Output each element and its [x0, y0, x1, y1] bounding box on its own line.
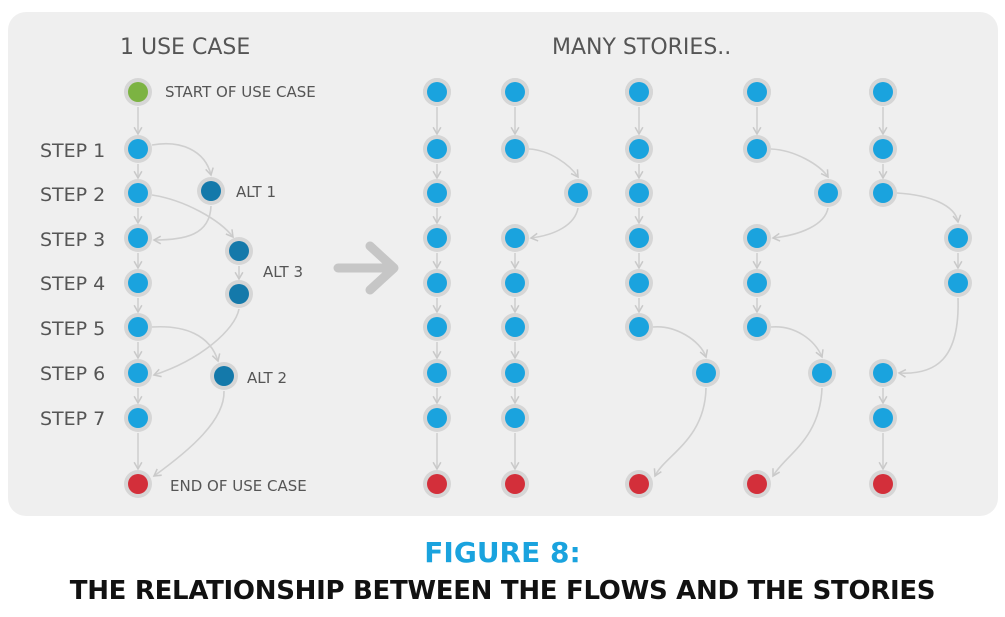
- flow-nodes: [124, 78, 972, 498]
- story-5-step-node: [869, 135, 897, 163]
- story-5-alt-3-second-node: [944, 269, 972, 297]
- step-4-label: STEP 4: [40, 273, 105, 295]
- alt-1-return-connector: [152, 205, 212, 245]
- story-3-step-node: [625, 313, 653, 341]
- alt-3-branch-connector: [151, 194, 234, 239]
- story-4-step-node: [743, 224, 771, 252]
- story-4-return-1-connector: [771, 207, 829, 242]
- left-title: 1 USE CASE: [120, 35, 250, 60]
- story-1-step-node: [423, 135, 451, 163]
- step-1-label: STEP 1: [40, 140, 105, 162]
- step-5-label: STEP 5: [40, 318, 105, 340]
- story-5-return-connector: [897, 297, 959, 378]
- step-1-node: [124, 135, 152, 163]
- alt-3-label: ALT 3: [263, 263, 303, 281]
- story-3-step-node: [625, 269, 653, 297]
- story-4-branch-1-connector: [770, 148, 829, 179]
- transition-arrow: [333, 241, 399, 295]
- story-4-end-node: [743, 470, 771, 498]
- story-5-branch-connector: [896, 192, 962, 224]
- story-2-step-node: [501, 359, 529, 387]
- story-2-end-node: [501, 470, 529, 498]
- story-5-step-node: [869, 359, 897, 387]
- end-node: [124, 470, 152, 498]
- story-2-step-node: [501, 224, 529, 252]
- story-4-step-node: [743, 269, 771, 297]
- story-5-step-node: [869, 404, 897, 432]
- flow-connectors: [133, 107, 963, 478]
- step-6-node: [124, 359, 152, 387]
- story-4-step-node: [743, 78, 771, 106]
- story-2-return-connector: [529, 207, 579, 242]
- use-case-diagram: 1 USE CASE MANY STORIES.. START OF USE C…: [8, 12, 998, 516]
- story-3-end-node: [625, 470, 653, 498]
- story-1-step-node: [423, 313, 451, 341]
- story-3-step-node: [625, 179, 653, 207]
- story-5-step-node: [869, 78, 897, 106]
- story-5-end-node: [869, 470, 897, 498]
- alt-2-node: [210, 362, 238, 390]
- story-4-alt-1-node: [814, 179, 842, 207]
- step-3-label: STEP 3: [40, 229, 105, 251]
- alt-1-branch-connector: [151, 143, 214, 177]
- story-4-alt-2-node: [808, 359, 836, 387]
- story-1-step-node: [423, 224, 451, 252]
- step-6-label: STEP 6: [40, 363, 105, 385]
- story-4-return-2-connector: [772, 387, 823, 478]
- story-4-step-node: [743, 313, 771, 341]
- story-1-step-node: [423, 78, 451, 106]
- step-7-label: STEP 7: [40, 408, 105, 430]
- alt-1-node: [197, 177, 225, 205]
- alt-3-second-node: [225, 280, 253, 308]
- figure-number: FIGURE 8:: [424, 536, 581, 569]
- story-3-step-node: [625, 135, 653, 163]
- story-1-step-node: [423, 404, 451, 432]
- story-2-step-node: [501, 313, 529, 341]
- story-3-alt-node: [692, 359, 720, 387]
- story-1-step-node: [423, 359, 451, 387]
- story-2-branch-connector: [528, 148, 579, 179]
- story-4-branch-2-connector: [770, 326, 824, 359]
- story-2-step-node: [501, 404, 529, 432]
- story-3-branch-connector: [652, 326, 709, 359]
- step-5-node: [124, 313, 152, 341]
- story-1-end-node: [423, 470, 451, 498]
- start-label: START OF USE CASE: [165, 83, 316, 101]
- step-2-label: STEP 2: [40, 184, 105, 206]
- start-node: [124, 78, 152, 106]
- step-7-node: [124, 404, 152, 432]
- step-2-node: [124, 179, 152, 207]
- right-title: MANY STORIES..: [552, 35, 731, 60]
- story-3-step-node: [625, 78, 653, 106]
- story-2-alt-node: [564, 179, 592, 207]
- step-3-node: [124, 224, 152, 252]
- alt-2-label: ALT 2: [247, 369, 287, 387]
- alt-3-return-connector: [152, 308, 240, 378]
- story-2-step-node: [501, 78, 529, 106]
- end-label: END OF USE CASE: [170, 477, 307, 495]
- story-3-return-connector: [653, 387, 707, 478]
- step-4-node: [124, 269, 152, 297]
- figure-title: THE RELATIONSHIP BETWEEN THE FLOWS AND T…: [69, 576, 936, 606]
- story-1-step-node: [423, 179, 451, 207]
- story-1-step-node: [423, 269, 451, 297]
- story-2-step-node: [501, 135, 529, 163]
- alt-2-return-connector: [152, 390, 225, 477]
- story-2-step-node: [501, 269, 529, 297]
- story-5-step-node: [869, 179, 897, 207]
- story-4-step-node: [743, 135, 771, 163]
- alt-3-first-node: [225, 237, 253, 265]
- story-5-alt-3-first-node: [944, 224, 972, 252]
- story-3-step-node: [625, 224, 653, 252]
- alt-2-branch-connector: [151, 325, 221, 363]
- alt-1-label: ALT 1: [236, 183, 276, 201]
